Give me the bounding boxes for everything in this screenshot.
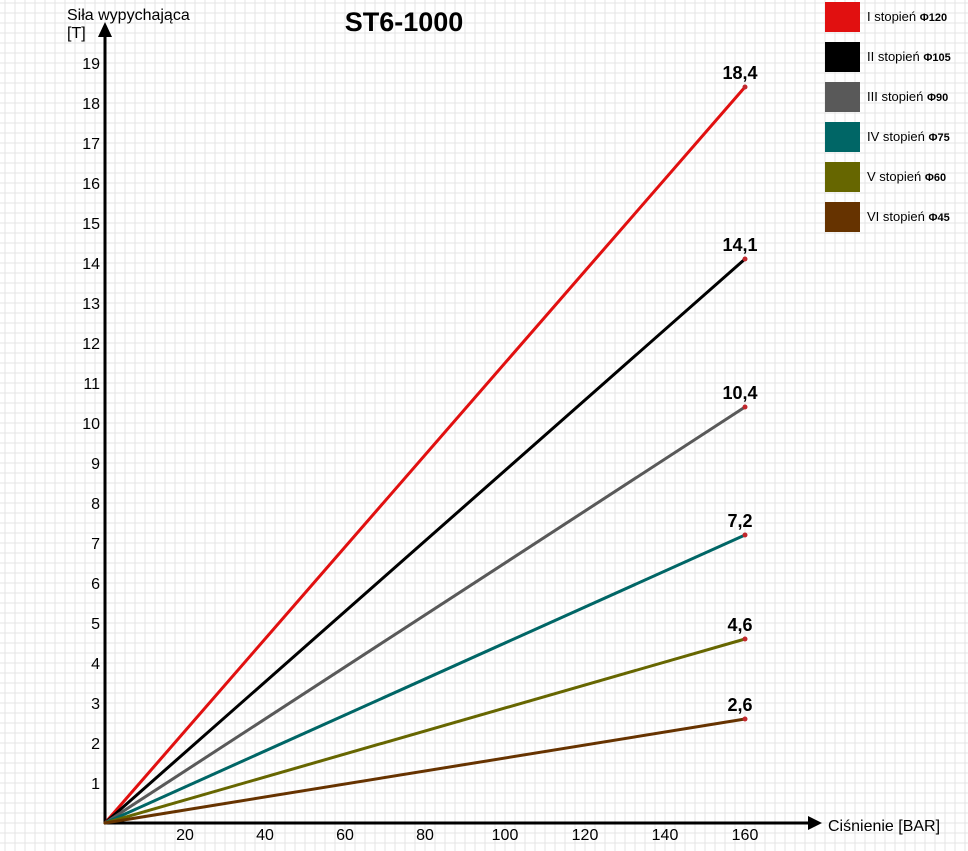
x-tick-label: 100 bbox=[492, 827, 519, 844]
legend-swatch bbox=[825, 42, 860, 72]
y-tick-label: 8 bbox=[91, 496, 100, 513]
y-tick-label: 17 bbox=[82, 136, 100, 153]
y-tick-label: 5 bbox=[91, 616, 100, 633]
y-axis-arrow-icon bbox=[98, 22, 112, 37]
series-line bbox=[103, 637, 747, 825]
x-tick-label: 80 bbox=[416, 827, 434, 844]
legend-series-name: III stopień bbox=[867, 89, 927, 104]
series-end-value-label: 18,4 bbox=[722, 63, 757, 83]
x-tick-label: 140 bbox=[652, 827, 679, 844]
legend-item: III stopień Φ90 bbox=[825, 82, 968, 112]
legend-series-name: IV stopień bbox=[867, 129, 929, 144]
series-end-value-label: 7,2 bbox=[727, 511, 752, 531]
legend-label: I stopień Φ120 bbox=[867, 9, 947, 24]
legend-swatch bbox=[825, 162, 860, 192]
legend-swatch bbox=[825, 2, 860, 32]
y-tick-label: 7 bbox=[91, 536, 100, 553]
x-axis-label: Ciśnienie [BAR] bbox=[828, 818, 940, 835]
legend-swatch bbox=[825, 122, 860, 152]
legend-item: VI stopień Φ45 bbox=[825, 202, 968, 232]
series-line bbox=[103, 257, 747, 825]
x-tick-label: 120 bbox=[572, 827, 599, 844]
y-tick-label: 14 bbox=[82, 256, 100, 273]
legend-series-diameter: Φ90 bbox=[926, 92, 949, 104]
series-line bbox=[103, 405, 747, 825]
legend-label: V stopień Φ60 bbox=[867, 169, 946, 184]
chart-axes bbox=[98, 22, 822, 830]
series-endpoint-marker bbox=[742, 404, 748, 410]
series-line bbox=[103, 717, 747, 825]
y-tick-label: 6 bbox=[91, 576, 100, 593]
series-end-value-label: 10,4 bbox=[722, 383, 757, 403]
y-tick-label: 16 bbox=[82, 176, 100, 193]
legend-series-diameter: Φ75 bbox=[928, 132, 950, 144]
legend-series-diameter: Φ60 bbox=[924, 172, 947, 184]
series-endpoint-marker bbox=[742, 256, 748, 262]
legend-series-diameter: Φ120 bbox=[919, 12, 948, 24]
legend-label: IV stopień Φ75 bbox=[867, 129, 950, 144]
x-axis-arrow-icon bbox=[808, 816, 822, 830]
legend-series-name: VI stopień bbox=[867, 209, 929, 224]
legend-label: III stopień Φ90 bbox=[867, 89, 948, 104]
chart-series bbox=[103, 84, 748, 825]
y-tick-label: 11 bbox=[83, 376, 100, 393]
series-end-value-label: 2,6 bbox=[727, 695, 752, 715]
y-tick-label: 19 bbox=[82, 56, 100, 73]
series-end-value-label: 4,6 bbox=[727, 615, 752, 635]
legend-series-diameter: Φ45 bbox=[928, 212, 950, 224]
legend-label: II stopień Φ105 bbox=[867, 49, 951, 64]
legend-item: V stopień Φ60 bbox=[825, 162, 968, 192]
series-end-value-label: 14,1 bbox=[722, 235, 757, 255]
series-line bbox=[103, 85, 747, 825]
legend-item: II stopień Φ105 bbox=[825, 42, 968, 72]
legend-swatch bbox=[825, 82, 860, 112]
y-tick-label: 10 bbox=[82, 416, 100, 433]
y-tick-label: 13 bbox=[82, 296, 100, 313]
legend-item: I stopień Φ120 bbox=[825, 2, 968, 32]
y-tick-label: 18 bbox=[82, 96, 100, 113]
legend-swatch bbox=[825, 202, 860, 232]
series-endpoint-marker bbox=[742, 532, 748, 538]
series-endpoint-marker bbox=[742, 716, 748, 722]
chart-legend: I stopień Φ120 II stopień Φ105 III stopień… bbox=[825, 2, 968, 242]
y-tick-label: 12 bbox=[82, 336, 100, 353]
legend-series-name: V stopień bbox=[867, 169, 925, 184]
y-axis-unit-label: [T] bbox=[67, 25, 86, 42]
series-endpoint-marker bbox=[742, 84, 748, 90]
chart-title: ST6-1000 bbox=[345, 7, 464, 37]
series-line bbox=[103, 533, 747, 825]
x-tick-label: 20 bbox=[176, 827, 194, 844]
x-tick-label: 160 bbox=[732, 827, 759, 844]
y-tick-label: 15 bbox=[82, 216, 100, 233]
y-tick-label: 4 bbox=[91, 656, 100, 673]
legend-label: VI stopień Φ45 bbox=[867, 209, 950, 224]
legend-series-name: II stopień bbox=[867, 49, 924, 64]
x-tick-label: 60 bbox=[336, 827, 354, 844]
x-tick-label: 40 bbox=[256, 827, 274, 844]
legend-series-diameter: Φ105 bbox=[923, 52, 951, 64]
y-tick-label: 2 bbox=[91, 736, 100, 753]
y-tick-label: 1 bbox=[91, 776, 100, 793]
y-axis-label: Siła wypychająca bbox=[67, 7, 190, 24]
legend-series-name: I stopień bbox=[867, 9, 920, 24]
y-tick-label: 9 bbox=[91, 456, 100, 473]
series-endpoint-marker bbox=[742, 636, 748, 642]
y-tick-label: 3 bbox=[91, 696, 100, 713]
legend-item: IV stopień Φ75 bbox=[825, 122, 968, 152]
